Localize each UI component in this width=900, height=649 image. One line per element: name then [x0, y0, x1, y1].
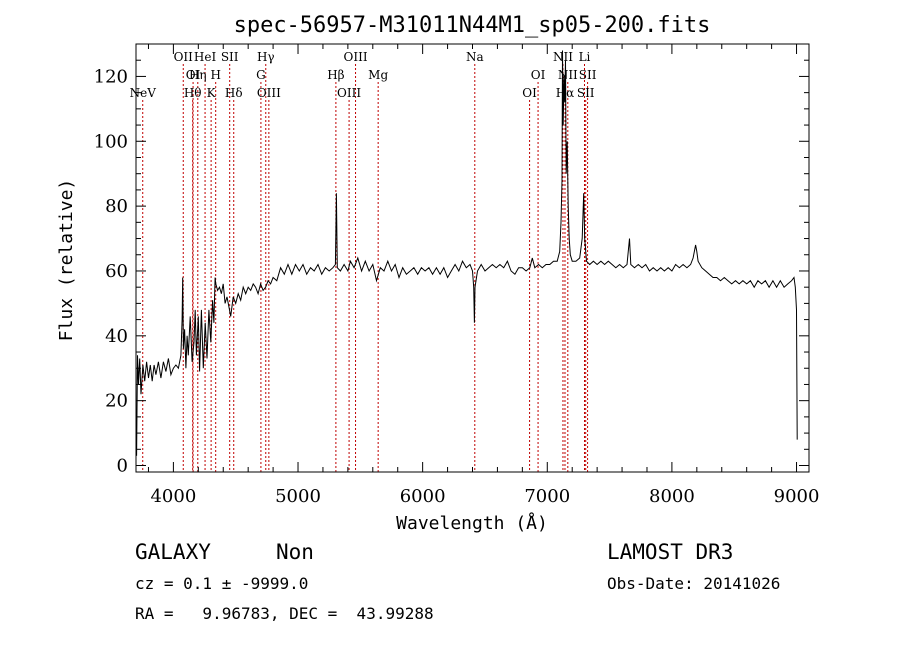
x-tick-label: 6000	[400, 486, 446, 507]
survey-name: LAMOST DR3	[607, 540, 733, 564]
line-marker-label: Hδ	[225, 86, 243, 100]
line-marker-label: OI	[531, 68, 546, 82]
line-marker-label: OIII	[257, 86, 281, 100]
y-tick-label: 80	[105, 196, 128, 217]
line-marker-label: K	[207, 86, 217, 100]
line-marker-label: HeI	[194, 50, 217, 64]
x-tick-label: 7000	[524, 486, 570, 507]
y-axis-ticks: 0 20 40 60 80 100 120	[94, 59, 809, 477]
x-axis-label: Wavelength (Å)	[396, 512, 548, 534]
line-marker-label: NII	[558, 68, 578, 82]
plot-frame	[135, 43, 810, 473]
chart-title: spec-56957-M31011N44M1_sp05-200.fits	[234, 13, 711, 38]
y-tick-label: 100	[94, 131, 128, 152]
y-tick-label: 120	[94, 66, 128, 87]
coordinates-text: RA = 9.96783, DEC = 43.99288	[135, 604, 434, 623]
line-marker-label: OIII	[344, 50, 368, 64]
x-tick-label: 4000	[150, 486, 196, 507]
line-marker-label: SII	[577, 86, 595, 100]
line-marker-label: NeV	[130, 86, 157, 100]
spectrum-line	[135, 50, 798, 456]
object-subclass: Non	[276, 540, 314, 564]
line-marker-label: H	[210, 68, 220, 82]
line-marker-label: SII	[579, 68, 597, 82]
x-axis-ticks: 4000 5000 6000 7000 8000 9000	[147, 44, 820, 507]
line-marker-label: OIII	[337, 86, 361, 100]
x-tick-label: 8000	[649, 486, 695, 507]
line-marker-label: OII	[174, 50, 194, 64]
line-marker-label: G	[256, 68, 266, 82]
y-tick-label: 40	[105, 326, 128, 347]
line-marker-label: SII	[221, 50, 239, 64]
line-marker-label: Hθ	[184, 86, 202, 100]
observation-date: Obs-Date: 20141026	[607, 574, 780, 593]
line-marker-label: Hγ	[257, 50, 275, 64]
x-tick-label: 5000	[275, 486, 321, 507]
line-markers	[142, 64, 589, 472]
line-marker-label: Na	[466, 50, 484, 64]
y-tick-label: 20	[105, 391, 128, 412]
redshift-text: cz = 0.1 ± -9999.0	[135, 574, 308, 593]
line-marker-label: Li	[579, 50, 591, 64]
object-class: GALAXY	[135, 540, 211, 564]
line-marker-label: Hη	[189, 68, 207, 82]
y-axis-label: Flux (relative)	[56, 179, 77, 342]
y-tick-label: 60	[105, 261, 128, 282]
y-tick-label: 0	[117, 456, 128, 477]
line-marker-label: OI	[186, 68, 201, 82]
line-marker-label: Mg	[368, 68, 388, 82]
line-marker-label: OI	[522, 86, 537, 100]
x-tick-label: 9000	[774, 486, 820, 507]
line-marker-label: Hβ	[327, 68, 344, 82]
line-marker-label: NII	[553, 50, 573, 64]
